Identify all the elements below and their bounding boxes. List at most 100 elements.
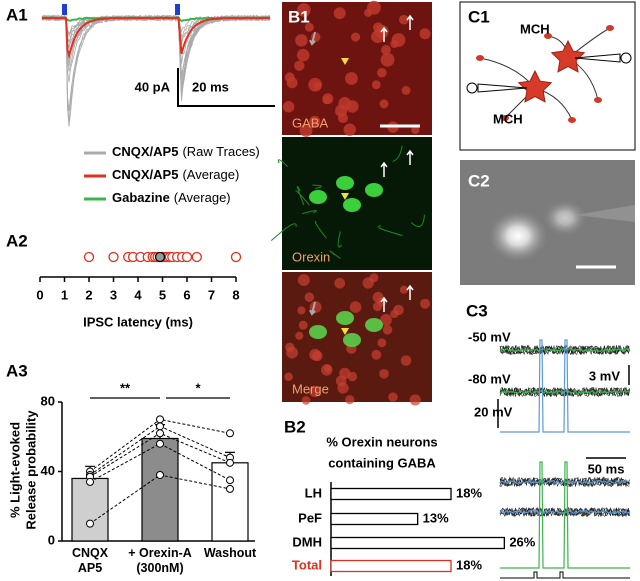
gaba-cell: [373, 22, 384, 33]
gaba-cell: [372, 291, 384, 303]
gaba-cell: [400, 355, 412, 366]
point: [191, 251, 202, 263]
orexin-cell: [365, 183, 383, 197]
gaba-cell: [335, 375, 347, 387]
gaba-cell: [295, 34, 308, 47]
neuron: [550, 39, 586, 73]
gaba-cell: [284, 72, 295, 83]
average-trace: [41, 16, 271, 60]
arrowhead: [341, 193, 349, 200]
y-tick-label: 80: [41, 393, 55, 408]
arrow: [380, 149, 414, 177]
gaba-cell: [377, 67, 387, 78]
panel-label: B1: [288, 7, 310, 26]
mean-point: [154, 251, 166, 263]
arrow: [406, 14, 414, 30]
fiber: [270, 223, 297, 242]
raw-trace: [41, 14, 271, 111]
value-label: 18%: [456, 557, 482, 572]
stimulus: [500, 571, 630, 579]
gaba-cell: [298, 320, 308, 330]
electrode: [466, 82, 478, 94]
gaba-cell: [377, 338, 387, 348]
gaba-cell: [345, 72, 358, 85]
gaba-cell: [297, 274, 310, 287]
y-tick-label: 0: [48, 532, 55, 547]
arrowhead: [341, 328, 349, 335]
merge-cell: [343, 333, 361, 347]
gaba-cell: [343, 123, 356, 136]
legend-name: CNQX/AP5: [112, 167, 178, 182]
light-pulse: [62, 4, 67, 15]
electrode: [620, 52, 632, 64]
dendrite-tip: [568, 117, 576, 123]
image-caption: GABA: [292, 115, 328, 130]
x-tick-label: CNQX AP5: [71, 546, 109, 575]
gaba-cell: [364, 8, 373, 17]
bar: [330, 536, 505, 550]
gaba-cell: [388, 392, 398, 402]
fiber: [392, 145, 403, 162]
gaba-cell: [304, 22, 314, 32]
value-label: 13%: [423, 510, 449, 525]
x-tick-label: 3: [110, 287, 117, 302]
bar: [330, 559, 452, 573]
gaba-cell: [282, 101, 295, 113]
scale-label: 40 pA: [135, 79, 171, 94]
gaba-cell: [285, 342, 295, 352]
value-label: 18%: [456, 485, 482, 500]
gaba-cell: [301, 396, 311, 405]
panel-label: C2: [468, 171, 490, 190]
arrowhead: [341, 58, 349, 65]
fiber: [410, 214, 425, 227]
x-axis-label: IPSC latency (ms): [83, 314, 193, 329]
significance-label: *: [195, 380, 201, 395]
gaba-cell: [322, 93, 334, 105]
panel-label: B2: [284, 417, 306, 436]
gaba-cell: [379, 99, 389, 109]
cell-point: [156, 422, 164, 431]
scale-label: 3 mV: [589, 368, 620, 383]
orexin-cell: [336, 176, 354, 190]
dendrite-tip: [606, 25, 614, 31]
gaba-cell: [334, 277, 346, 289]
orexin-cell: [343, 198, 361, 212]
gaba-cell: [335, 104, 348, 117]
bar: [71, 477, 109, 542]
scale-label: 50 ms: [588, 461, 625, 476]
y-tick-label: LH: [305, 485, 322, 500]
point: [181, 251, 193, 263]
x-tick-label: 5: [159, 287, 166, 302]
gaba-cell: [296, 48, 310, 62]
arrow: [309, 301, 316, 316]
scale-bar: [177, 68, 275, 107]
gaba-cell: [371, 80, 381, 90]
gaba-cell: [362, 277, 374, 289]
dendrite-tip: [544, 33, 552, 39]
bar: [141, 437, 179, 542]
point: [83, 251, 95, 263]
fiber: [296, 185, 305, 206]
cell-point: [86, 519, 94, 528]
arrow: [406, 284, 414, 300]
panel-label: A3: [6, 361, 28, 380]
significance-label: **: [120, 380, 131, 395]
legend-name: Gabazine: [112, 190, 170, 205]
c1-box: [459, 1, 636, 151]
gaba-cell: [294, 60, 305, 71]
fiber: [301, 210, 317, 215]
glow: [543, 200, 587, 236]
fiber: [312, 184, 322, 189]
cell-line: [89, 443, 231, 483]
legend-entry: CNQX/AP5 (Average): [112, 167, 239, 182]
legend-detail: (Raw Traces): [182, 144, 259, 159]
gaba-cell: [304, 292, 315, 303]
y-axis-label: % Light-evoked: [7, 422, 22, 518]
gaba-cell: [345, 395, 355, 405]
merge-cell: [336, 311, 354, 325]
fiber: [295, 190, 310, 206]
chart-title: containing GABA: [328, 455, 436, 470]
bar: [330, 487, 452, 501]
y-tick-label: 40: [41, 463, 55, 478]
cell-point: [226, 429, 234, 438]
